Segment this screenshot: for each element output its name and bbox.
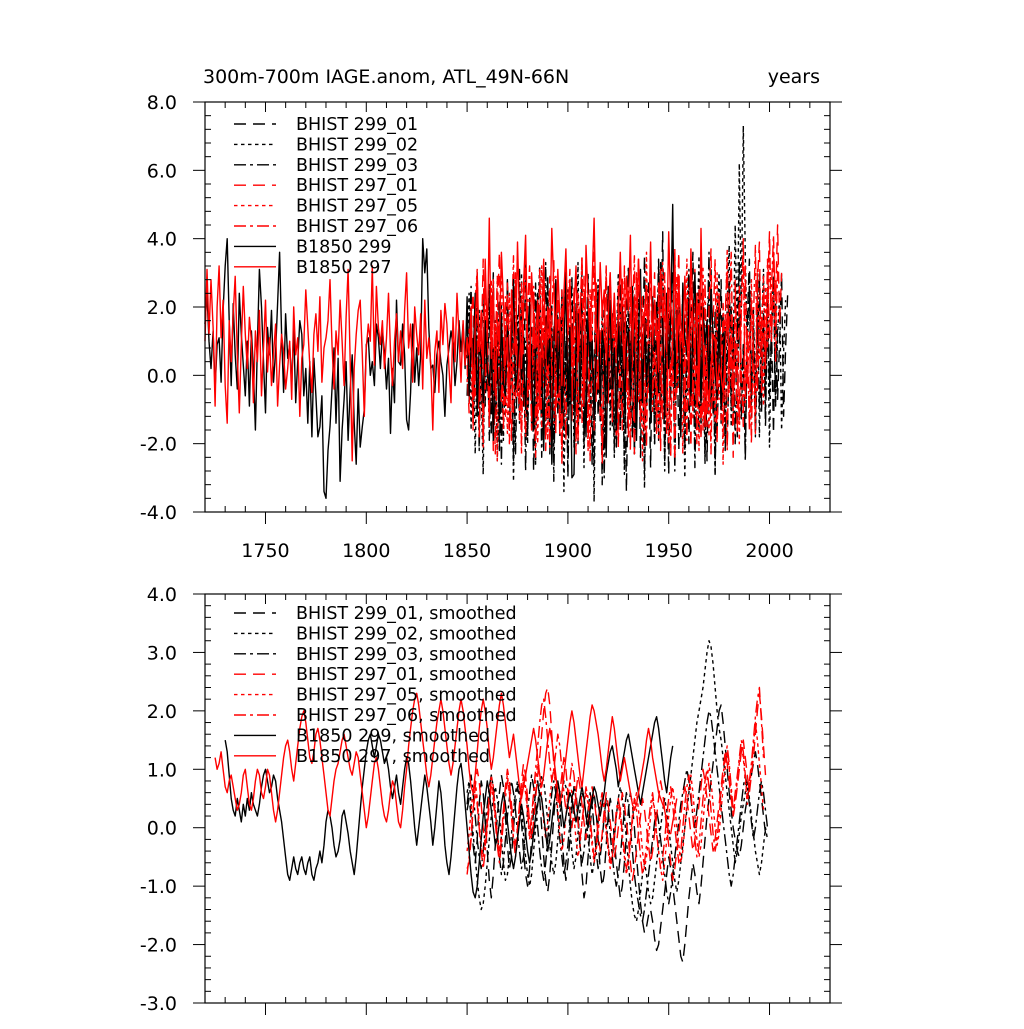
legend-label: BHIST 299_01 <box>296 115 418 135</box>
series-layer <box>214 640 769 963</box>
legend-label: BHIST 297_05, smoothed <box>296 686 517 706</box>
legend-label: BHIST 299_02 <box>296 135 418 155</box>
legend-label: BHIST 299_03, smoothed <box>296 645 517 665</box>
y-tick-label: 2.0 <box>147 701 177 723</box>
legend-label: B1850 297, smoothed <box>296 747 490 767</box>
legend-label: B1850 297 <box>296 258 392 278</box>
legend-label: B1850 299, smoothed <box>296 726 490 746</box>
y-tick-label: -1.0 <box>140 876 177 898</box>
legend-label: BHIST 299_01, smoothed <box>296 604 517 624</box>
axes: 1750 1800 1850 1900 1950 2000 -4.0 -2.0 0.0 2.0 4.… <box>140 92 842 562</box>
series-line-4 <box>466 721 765 881</box>
y-tick-label: 0.0 <box>147 365 177 387</box>
legend-label: BHIST 297_05 <box>296 197 418 217</box>
series-layer <box>204 125 789 503</box>
y-tick-label: 6.0 <box>147 160 177 182</box>
chart-title: 300m-700m IAGE.anom, ATL_49N-66N <box>203 66 569 88</box>
legend-label: BHIST 297_06, smoothed <box>296 706 517 726</box>
y-tick-label: 4.0 <box>147 584 177 606</box>
panel-top: 300m-700m IAGE.anom, ATL_49N-66N years 1… <box>140 66 842 562</box>
panel-bottom: -3.0 -2.0 -1.0 0.0 1.0 2.0 3.0 4.0 BHIST 299_01… <box>140 584 842 1015</box>
y-tick-label: 4.0 <box>147 229 177 251</box>
legend-label: BHIST 297_01 <box>296 176 418 196</box>
y-tick-label: 3.0 <box>147 642 177 664</box>
series-line-7 <box>214 692 678 835</box>
chart-right-title: years <box>768 66 820 88</box>
y-tick-label: -2.0 <box>140 935 177 957</box>
plot-frame <box>204 593 831 1004</box>
series-line-1 <box>466 640 769 922</box>
y-tick-label: 2.0 <box>147 297 177 319</box>
x-tick-label: 1850 <box>443 540 491 562</box>
x-tick-label: 1750 <box>241 540 289 562</box>
legend-label: BHIST 299_02, smoothed <box>296 624 517 644</box>
series-line-7 <box>204 217 732 462</box>
x-tick-label: 1800 <box>342 540 390 562</box>
y-tick-label: 1.0 <box>147 759 177 781</box>
y-tick-label: -4.0 <box>140 502 177 524</box>
y-tick-label: -3.0 <box>140 993 177 1015</box>
legend-label: BHIST 297_01, smoothed <box>296 665 517 685</box>
x-tick-label: 2000 <box>745 540 793 562</box>
y-tick-label: 8.0 <box>147 92 177 114</box>
series-line-6 <box>224 716 674 899</box>
y-tick-label: -2.0 <box>140 434 177 456</box>
series-line-5 <box>466 234 779 462</box>
axes: -3.0 -2.0 -1.0 0.0 1.0 2.0 3.0 4.0 <box>140 584 842 1015</box>
x-tick-label: 1900 <box>544 540 592 562</box>
legend-label: B1850 299 <box>296 237 392 257</box>
x-tick-label: 1950 <box>645 540 693 562</box>
y-tick-label: 0.0 <box>147 818 177 840</box>
legend-label: BHIST 299_03 <box>296 156 418 176</box>
legend-label: BHIST 297_06 <box>296 217 418 237</box>
